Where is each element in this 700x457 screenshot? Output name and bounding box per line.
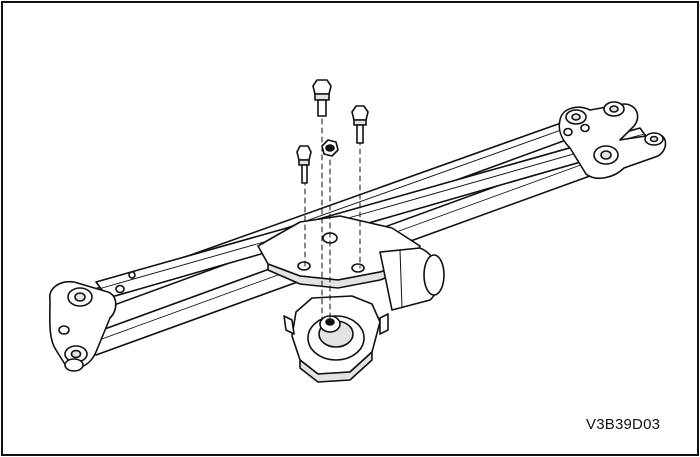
bolt-right [351,105,369,144]
right-pivot-bracket [558,101,667,180]
left-pivot-bracket [48,271,136,372]
bolt-left [296,145,312,184]
wiper-motor [283,247,445,383]
motor-mounting-plate [257,215,421,289]
figure-code-label: V3B39D03 [586,416,661,433]
assembly-guide-lines [304,109,361,321]
nut [321,139,339,157]
bolt-top-center [312,79,332,117]
